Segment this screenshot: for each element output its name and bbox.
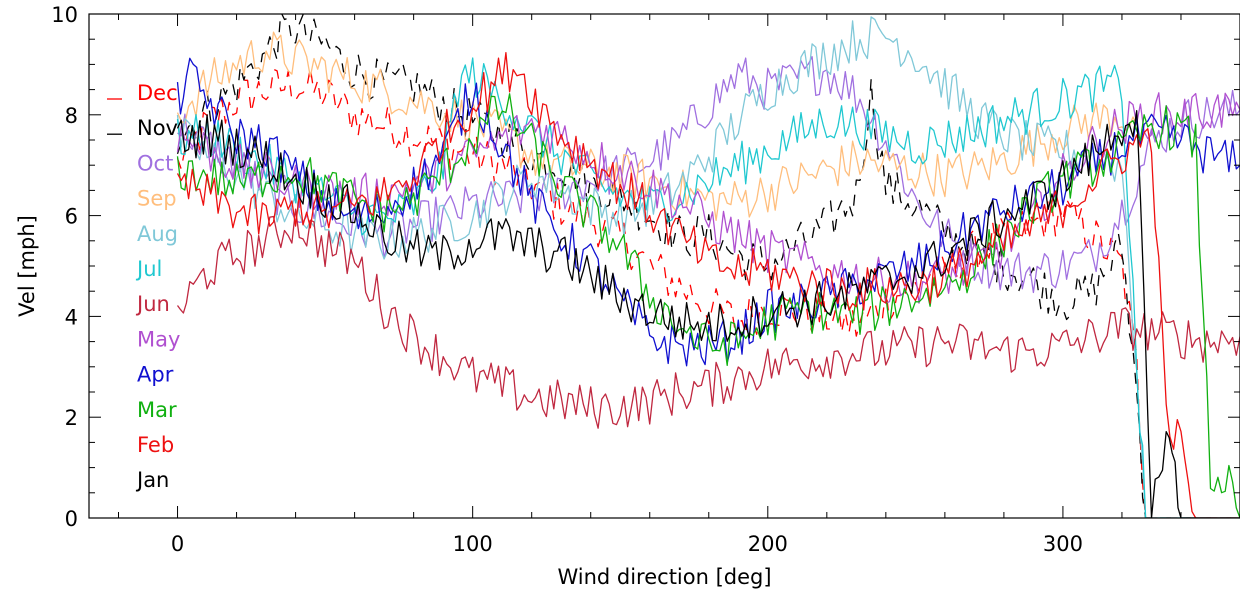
- y-tick-label: 0: [65, 507, 78, 531]
- axes: 0 100 200 300 0 2 4 6 8 10: [51, 3, 1240, 556]
- series-line-jan: [176, 110, 1240, 518]
- legend-label-jan: Jan: [135, 468, 169, 492]
- series-line-jun: [176, 208, 1240, 429]
- plot-frame: [88, 13, 1240, 519]
- series-line-dec: [176, 67, 1240, 518]
- legend-label-jul: Jul: [135, 257, 162, 281]
- legend-label-dec: Dec: [137, 81, 178, 105]
- x-tick-label: 200: [748, 532, 788, 556]
- series-line-jul: [176, 57, 1240, 518]
- series-line-nov: [176, 14, 1240, 518]
- series-line-mar: [176, 93, 1240, 518]
- x-tick-label: 300: [1043, 532, 1083, 556]
- y-tick-label: 2: [65, 406, 78, 430]
- legend-label-nov: Nov: [137, 116, 178, 140]
- legend-label-apr: Apr: [137, 363, 174, 387]
- x-tick-label: 100: [453, 532, 493, 556]
- series-line-feb: [176, 52, 1240, 518]
- legend-label-mar: Mar: [137, 398, 177, 422]
- x-tick-label: 0: [171, 532, 184, 556]
- legend-label-sep: Sep: [137, 187, 177, 211]
- legend-label-aug: Aug: [137, 222, 178, 246]
- series-line-may: [176, 92, 1240, 304]
- y-tick-label: 4: [65, 305, 78, 329]
- y-tick-label: 6: [65, 205, 78, 229]
- series-line-apr: [176, 57, 1240, 367]
- legend-label-oct: Oct: [137, 151, 173, 175]
- series-line-sep: [176, 31, 1138, 222]
- series-line-aug: [176, 16, 1240, 518]
- y-tick-label: 8: [65, 104, 78, 128]
- x-axis-title: Wind direction [deg]: [557, 565, 771, 589]
- legend: Dec Nov Oct Sep Aug Jul Jun May Apr Mar Feb Jan: [107, 81, 180, 492]
- legend-label-feb: Feb: [137, 433, 174, 457]
- y-axis-title: Vel [mph]: [15, 215, 39, 317]
- legend-label-may: May: [137, 327, 180, 351]
- legend-label-jun: Jun: [135, 292, 170, 316]
- series-layer: [176, 14, 1240, 518]
- y-tick-label: 10: [51, 3, 78, 27]
